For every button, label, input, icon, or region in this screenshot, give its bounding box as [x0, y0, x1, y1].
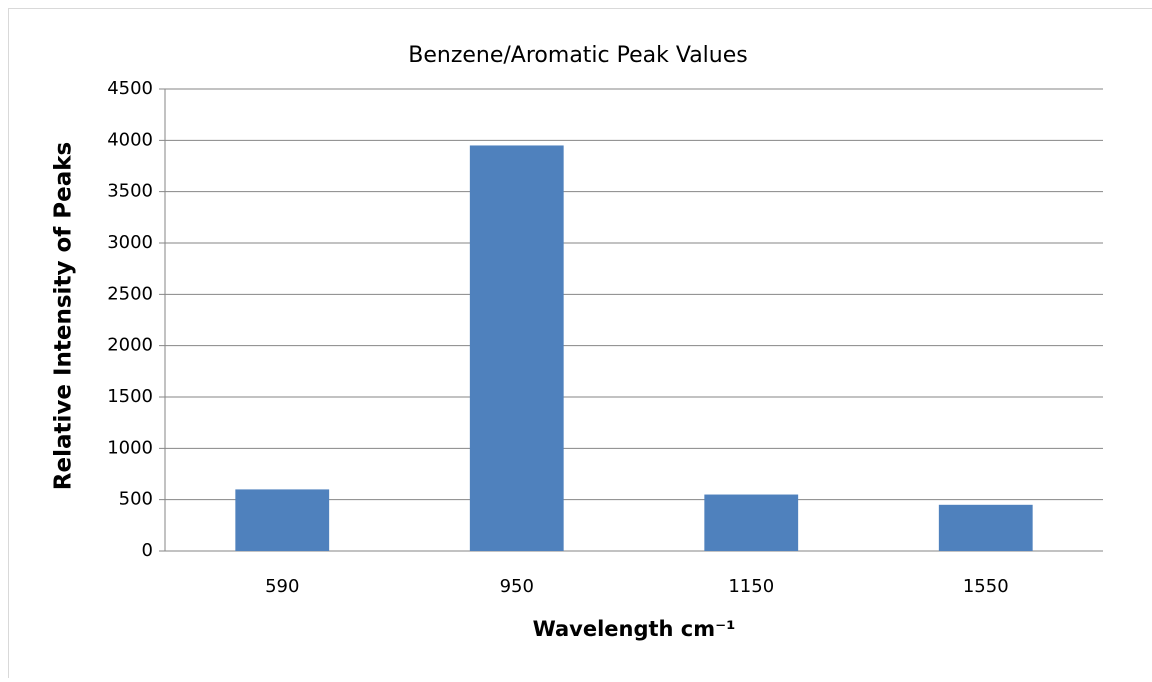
y-axis-title: Relative Intensity of Peaks [51, 142, 77, 490]
y-tick-label: 4000 [107, 129, 153, 150]
y-tick-label: 0 [142, 540, 153, 561]
y-tick-label: 2000 [107, 335, 153, 356]
bar [470, 145, 564, 551]
x-tick-label: 1550 [963, 576, 1009, 597]
chart-title: Benzene/Aromatic Peak Values [408, 43, 747, 68]
y-tick-label: 2500 [107, 283, 153, 304]
y-tick-label: 3000 [107, 232, 153, 253]
y-tick-label: 500 [119, 489, 153, 510]
y-tick-label: 4500 [107, 78, 153, 99]
y-tick-label: 1500 [107, 386, 153, 407]
x-tick-label: 590 [265, 576, 299, 597]
bar [235, 489, 329, 551]
x-tick-label: 1150 [728, 576, 774, 597]
y-tick-label: 1000 [107, 437, 153, 458]
bar [704, 495, 798, 551]
x-axis-title: Wavelength cm⁻¹ [533, 617, 736, 641]
x-tick-label: 950 [500, 576, 534, 597]
bar [939, 505, 1033, 551]
y-tick-label: 3500 [107, 181, 153, 202]
